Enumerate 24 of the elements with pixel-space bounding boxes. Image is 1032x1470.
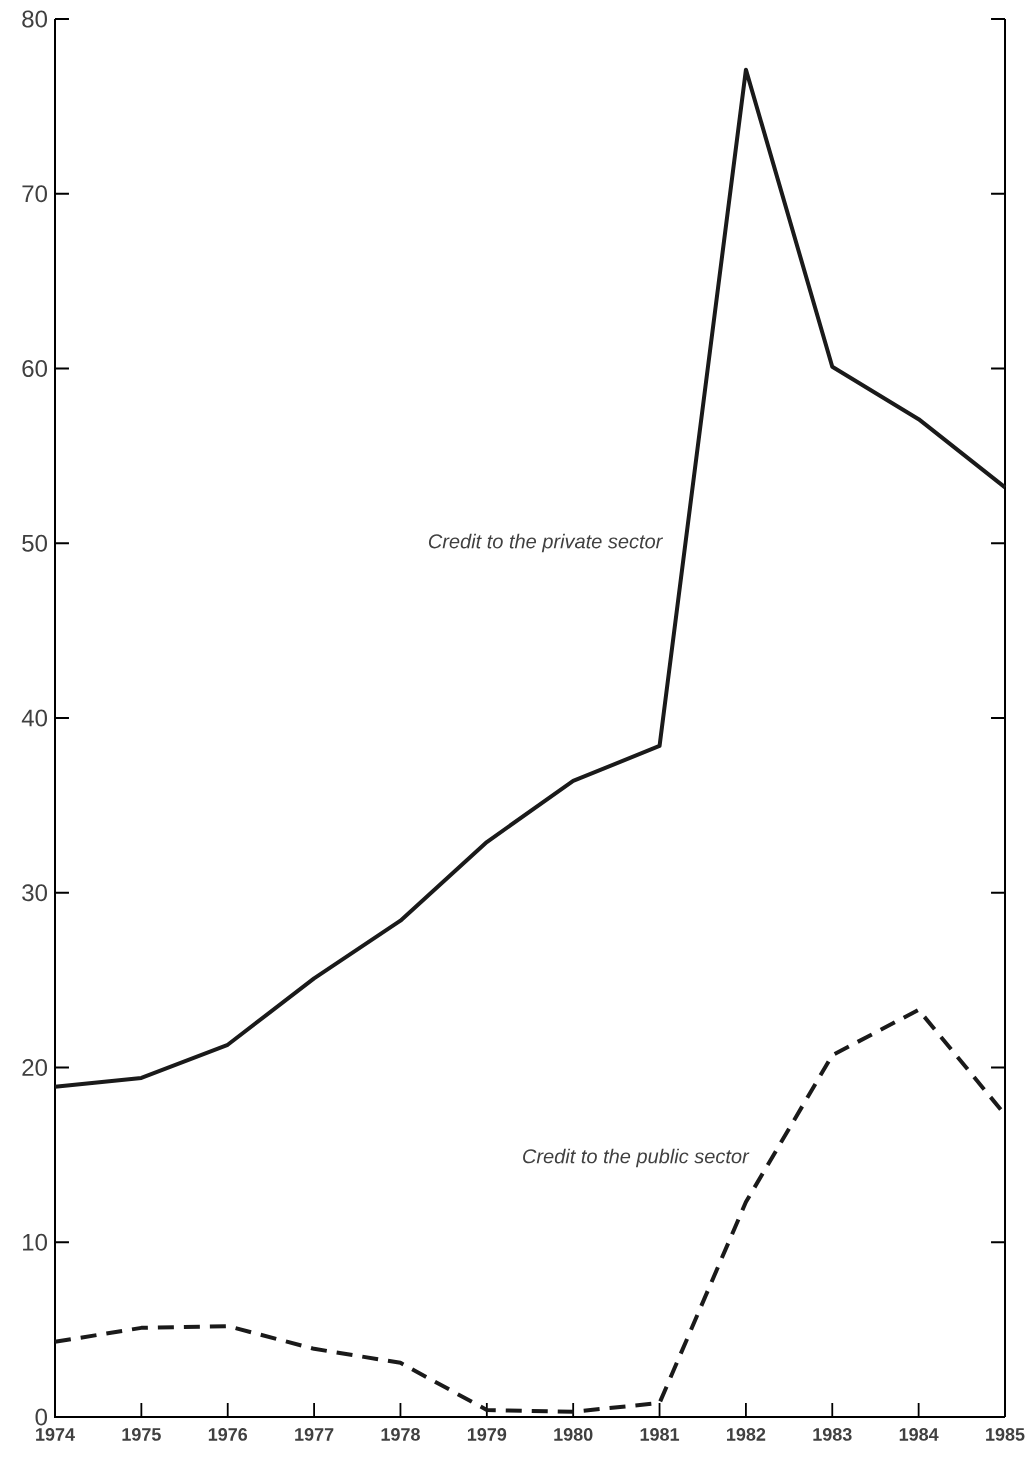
y-tick-label: 20 <box>22 1059 48 1076</box>
x-tick-label: 1984 <box>899 1428 939 1441</box>
y-tick-label: 30 <box>22 884 48 902</box>
x-tick-label: 1980 <box>554 1428 593 1441</box>
y-tick-label: 80 <box>22 10 48 28</box>
x-tick-label: 1978 <box>381 1428 421 1441</box>
x-tick-label: 1976 <box>208 1428 248 1441</box>
y-tick-label: 10 <box>23 1233 48 1251</box>
x-tick-label: 1981 <box>640 1428 680 1441</box>
y-tick-label: 0 <box>35 1408 48 1426</box>
x-tick-label: 1983 <box>813 1428 852 1441</box>
y-tick-label: 60 <box>22 360 48 377</box>
x-tick-label: 1974 <box>36 1428 76 1441</box>
x-tick-label: 1985 <box>986 1428 1025 1441</box>
y-tick-label: 50 <box>22 534 48 552</box>
x-tick-label: 1977 <box>295 1428 334 1441</box>
series-label: Credit to the public sector <box>523 1148 750 1168</box>
x-tick-label: 1979 <box>468 1428 507 1441</box>
y-tick-label: 40 <box>21 709 48 727</box>
series-label: Credit to the private sector <box>429 533 664 553</box>
line-series <box>53 67 1008 1089</box>
x-tick-label: 1975 <box>122 1428 162 1441</box>
y-tick-label: 70 <box>22 185 48 203</box>
x-tick-label: 1982 <box>727 1428 766 1441</box>
